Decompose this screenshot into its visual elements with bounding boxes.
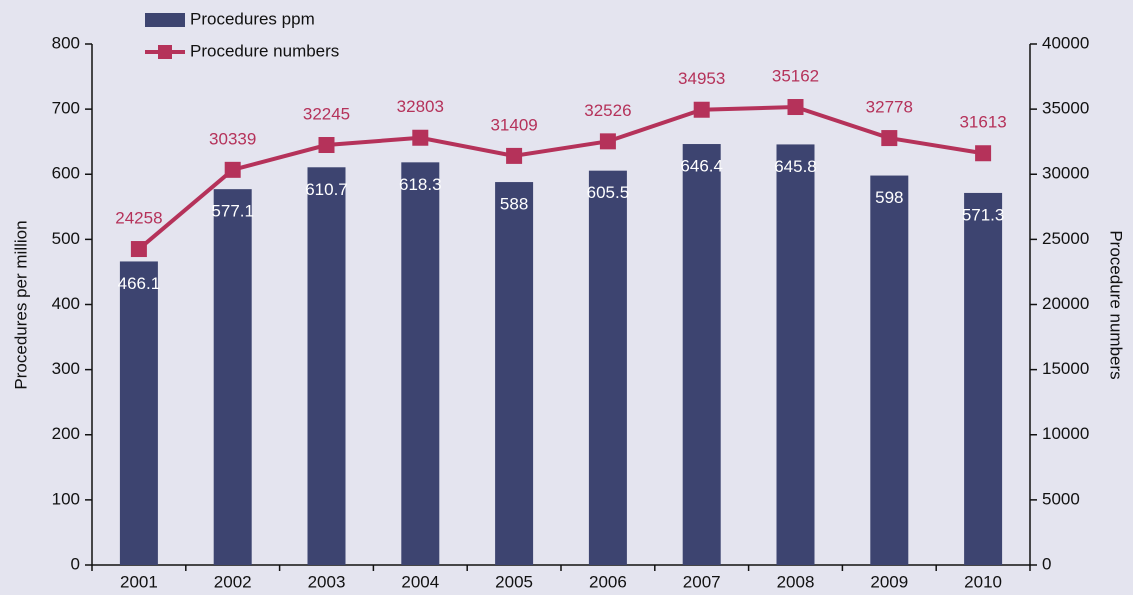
legend-swatch	[145, 13, 185, 27]
bar-value-label: 588	[500, 195, 528, 214]
line-value-label: 32803	[397, 97, 444, 116]
bar-value-label: 577.1	[211, 202, 254, 221]
bar-value-label: 646.4	[680, 157, 723, 176]
bar	[213, 189, 252, 565]
x-tick-label: 2001	[120, 572, 158, 591]
bar-value-label: 466.1	[118, 274, 161, 293]
line-value-label: 32778	[866, 98, 913, 117]
bar	[401, 162, 440, 565]
x-tick-label: 2009	[870, 572, 908, 591]
bar	[870, 175, 909, 566]
y2-tick-label: 35000	[1042, 99, 1089, 118]
x-tick-label: 2005	[495, 572, 533, 591]
line-value-label: 24258	[115, 209, 162, 228]
x-tick-label: 2010	[964, 572, 1002, 591]
y-tick-label: 300	[52, 359, 80, 378]
bar	[307, 167, 346, 566]
y2-tick-label: 15000	[1042, 359, 1089, 378]
y2-tick-label: 10000	[1042, 424, 1089, 443]
bar-value-label: 645.8	[774, 157, 817, 176]
y-axis-label: Procedures per million	[11, 220, 30, 389]
y-tick-label: 700	[52, 99, 80, 118]
bar-value-label: 610.7	[305, 180, 348, 199]
bar	[776, 144, 815, 566]
y-tick-label: 500	[52, 229, 80, 248]
y2-axis-label: Procedure numbers	[1107, 230, 1126, 379]
y-tick-label: 0	[71, 554, 80, 573]
y-tick-label: 400	[52, 294, 80, 313]
bar	[119, 261, 158, 565]
bar-value-label: 618.3	[399, 175, 442, 194]
line-marker	[975, 145, 992, 162]
y-tick-label: 800	[52, 33, 80, 52]
bar-value-label: 571.3	[962, 205, 1005, 224]
y2-tick-label: 30000	[1042, 164, 1089, 183]
line-marker	[130, 241, 147, 258]
line-value-label: 30339	[209, 129, 256, 148]
line	[137, 105, 984, 251]
line-value-label: 35162	[772, 66, 819, 85]
legend-label: Procedures ppm	[190, 9, 315, 28]
line-marker	[787, 99, 804, 116]
y2-tick-label: 20000	[1042, 294, 1089, 313]
legend-label: Procedure numbers	[190, 41, 339, 60]
y2-tick-label: 25000	[1042, 229, 1089, 248]
line-value-label: 32526	[584, 101, 631, 120]
line-value-label: 31409	[490, 115, 537, 134]
y2-tick-label: 40000	[1042, 33, 1089, 52]
bar	[964, 192, 1003, 566]
line-marker	[693, 101, 710, 118]
line-marker	[506, 147, 523, 164]
x-tick-label: 2003	[308, 572, 346, 591]
y-tick-label: 100	[52, 489, 80, 508]
x-tick-label: 2004	[401, 572, 439, 591]
x-tick-label: 2007	[683, 572, 721, 591]
y-tick-label: 600	[52, 164, 80, 183]
line-marker	[881, 130, 898, 147]
bar	[588, 170, 627, 565]
y2-tick-label: 0	[1042, 554, 1051, 573]
y2-tick-label: 5000	[1042, 489, 1080, 508]
x-tick-label: 2006	[589, 572, 627, 591]
x-tick-label: 2002	[214, 572, 252, 591]
line-value-label: 32245	[303, 104, 350, 123]
x-tick-label: 2008	[777, 572, 815, 591]
line-value-label: 34953	[678, 69, 725, 88]
bar	[682, 144, 721, 566]
bar	[495, 182, 534, 565]
line-marker	[412, 129, 429, 146]
line-marker	[224, 161, 241, 178]
line-marker	[318, 137, 335, 154]
bar-value-label: 605.5	[587, 183, 630, 202]
y-tick-label: 200	[52, 424, 80, 443]
bar-value-label: 598	[875, 188, 903, 207]
line-marker	[599, 133, 616, 150]
line-value-label: 31613	[959, 113, 1006, 132]
legend-swatch	[158, 45, 172, 59]
